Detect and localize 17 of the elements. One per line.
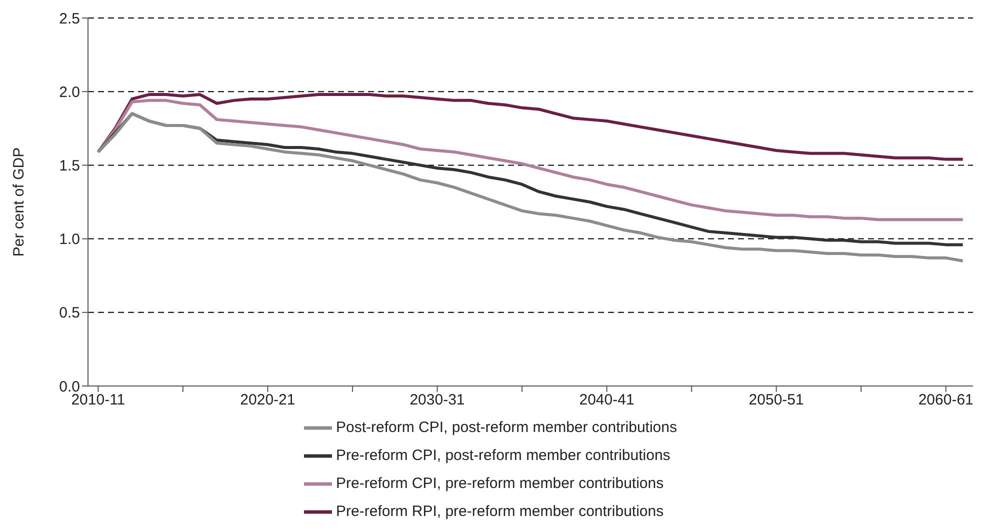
y-axis-title: Per cent of GDP — [10, 147, 28, 257]
x-tick-label: 2020-21 — [240, 392, 296, 409]
legend-label: Pre-reform RPI, pre-reform member contributions — [336, 502, 664, 520]
x-tick-label: 2040-41 — [579, 392, 634, 409]
line-series — [96, 98, 964, 222]
legend-label: Pre-reform CPI, post-reform member contributions — [336, 446, 670, 464]
y-tick-label: 1.0 — [59, 231, 80, 248]
legend-label: Post-reform CPI, post-reform member contributions — [336, 418, 677, 436]
legend-label: Pre-reform CPI, pre-reform member contributions — [336, 474, 664, 492]
x-tick-label: 2030-31 — [410, 392, 465, 409]
x-tick-label: 2060-61 — [918, 392, 974, 409]
y-tick-label: 2.0 — [59, 84, 80, 101]
y-tick-label: 1.5 — [59, 158, 80, 175]
y-tick-label: 0.5 — [59, 304, 80, 322]
y-tick-label: 2.5 — [59, 10, 80, 28]
x-tick-label: 2050-51 — [748, 392, 804, 409]
line-series — [96, 93, 964, 161]
